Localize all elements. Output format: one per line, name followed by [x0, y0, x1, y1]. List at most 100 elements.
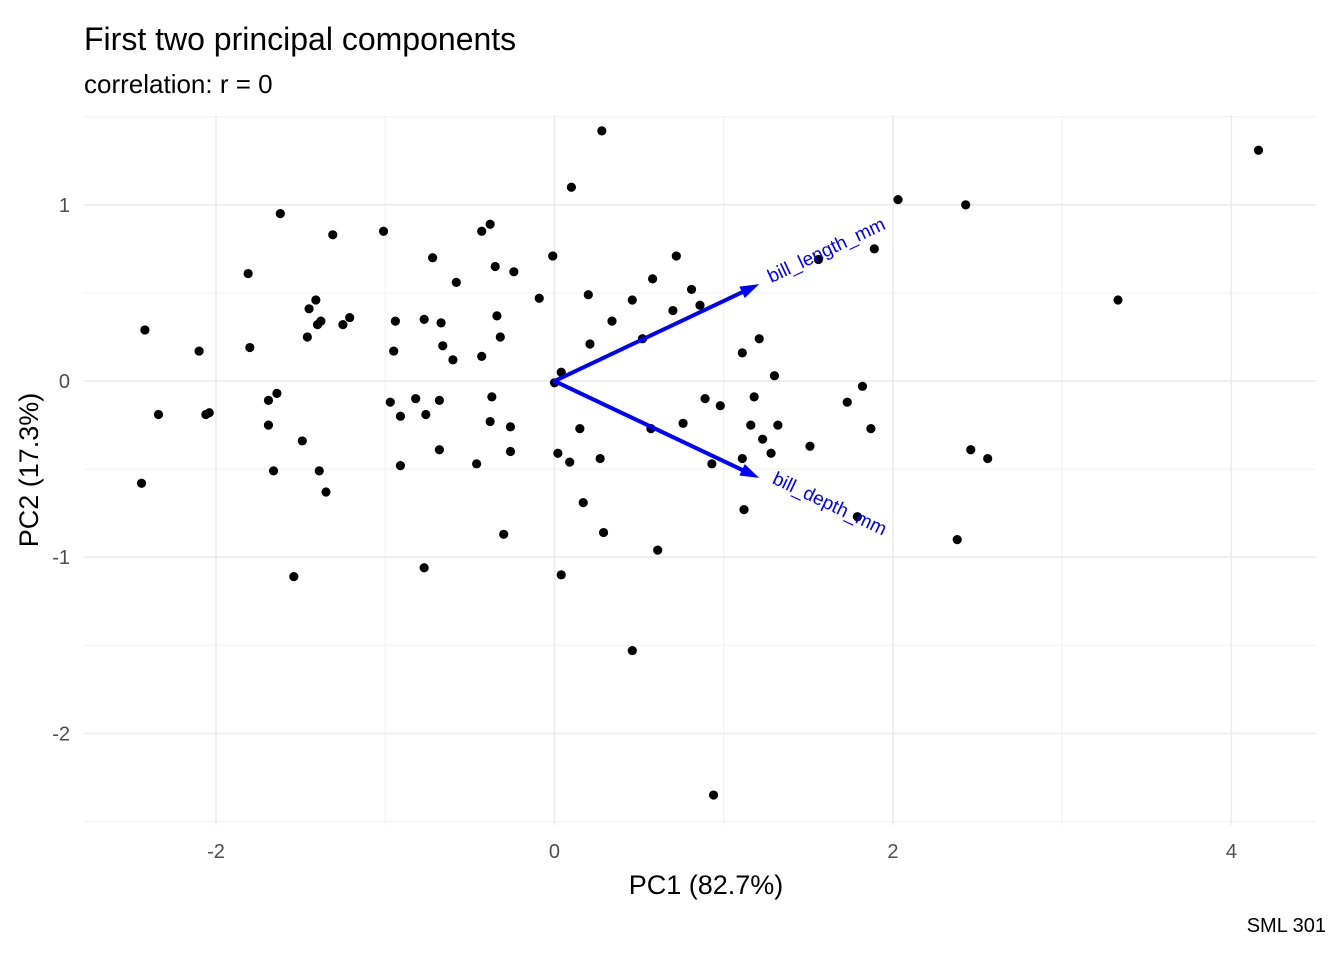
- data-point: [338, 320, 348, 330]
- data-point: [1113, 295, 1123, 305]
- data-point: [842, 397, 852, 407]
- data-point: [578, 497, 588, 508]
- x-axis-title: PC1 (82.7%): [629, 870, 784, 900]
- x-tick-label: 0: [549, 841, 560, 863]
- data-point: [575, 423, 585, 434]
- data-point: [472, 459, 482, 469]
- x-tick-label: 2: [887, 841, 898, 863]
- data-point: [553, 448, 563, 458]
- data-point: [390, 316, 400, 326]
- x-axis-ticks: -2 0 2 4: [207, 841, 1237, 863]
- scatter-points: [136, 126, 1264, 800]
- data-point: [668, 305, 678, 316]
- data-point: [153, 409, 164, 420]
- data-point: [700, 394, 710, 404]
- data-point: [302, 332, 312, 342]
- data-point: [495, 332, 505, 342]
- data-point: [411, 394, 421, 404]
- data-point: [395, 460, 406, 471]
- loading-label: bill_depth_mm: [769, 468, 890, 540]
- data-point: [272, 388, 282, 398]
- loading-arrow-head: [739, 464, 760, 478]
- data-point: [627, 295, 637, 305]
- chart-title: First two principal components: [84, 21, 516, 57]
- y-tick-label: -2: [52, 723, 70, 745]
- data-point: [754, 334, 764, 344]
- data-point: [289, 571, 299, 582]
- data-point: [715, 401, 725, 411]
- data-point: [893, 194, 903, 205]
- plot-grid: [84, 115, 1316, 825]
- data-point: [499, 529, 509, 539]
- data-point: [773, 420, 783, 430]
- data-point: [490, 261, 500, 272]
- data-point: [983, 453, 993, 464]
- loading-arrow-line: [552, 285, 754, 384]
- data-point: [268, 466, 279, 476]
- data-point: [961, 200, 971, 210]
- data-point: [487, 392, 497, 402]
- data-point: [758, 434, 768, 444]
- data-point: [321, 487, 331, 497]
- data-point: [737, 348, 747, 358]
- data-point: [857, 381, 868, 391]
- data-point: [556, 570, 566, 580]
- data-point: [509, 267, 519, 277]
- data-point: [739, 505, 749, 515]
- data-point: [866, 423, 876, 434]
- data-point: [749, 392, 759, 402]
- data-point: [263, 395, 274, 406]
- data-point: [492, 311, 502, 321]
- data-point: [648, 274, 658, 284]
- data-point: [769, 371, 780, 381]
- data-point: [671, 251, 681, 261]
- data-point: [275, 209, 285, 219]
- data-point: [505, 422, 516, 432]
- data-point: [194, 346, 204, 356]
- data-point: [385, 397, 395, 407]
- data-point: [316, 316, 326, 326]
- data-point: [678, 418, 688, 428]
- data-point: [378, 226, 389, 236]
- data-point: [485, 219, 495, 229]
- data-point: [477, 226, 487, 236]
- data-point: [451, 277, 461, 287]
- data-point: [245, 342, 255, 353]
- data-point: [627, 645, 637, 656]
- data-point: [583, 290, 593, 300]
- data-point: [653, 545, 663, 555]
- data-point: [395, 411, 406, 421]
- data-point: [297, 436, 307, 446]
- data-point: [421, 409, 431, 420]
- data-point: [695, 300, 705, 310]
- data-point: [136, 478, 147, 488]
- data-point: [952, 534, 962, 545]
- data-point: [434, 445, 444, 455]
- data-point: [556, 367, 566, 377]
- data-point: [419, 563, 429, 573]
- data-point: [805, 441, 815, 451]
- data-point: [534, 293, 544, 303]
- chart-subtitle: correlation: r = 0: [84, 69, 273, 99]
- x-tick-label: -2: [207, 841, 225, 863]
- data-point: [434, 395, 444, 406]
- y-tick-label: 1: [59, 195, 70, 217]
- data-point: [311, 295, 321, 305]
- loading-arrow-head: [739, 284, 760, 298]
- data-point: [436, 318, 446, 328]
- data-point: [565, 457, 575, 467]
- data-point: [1253, 145, 1264, 155]
- data-point: [204, 408, 214, 418]
- data-point: [597, 126, 607, 136]
- data-point: [746, 420, 756, 430]
- data-point: [869, 244, 879, 254]
- data-point: [140, 325, 150, 335]
- data-point: [477, 351, 487, 361]
- data-point: [595, 453, 605, 464]
- data-point: [598, 527, 609, 538]
- data-point: [448, 355, 458, 365]
- loading-arrow-line: [552, 379, 754, 477]
- data-point: [428, 253, 438, 263]
